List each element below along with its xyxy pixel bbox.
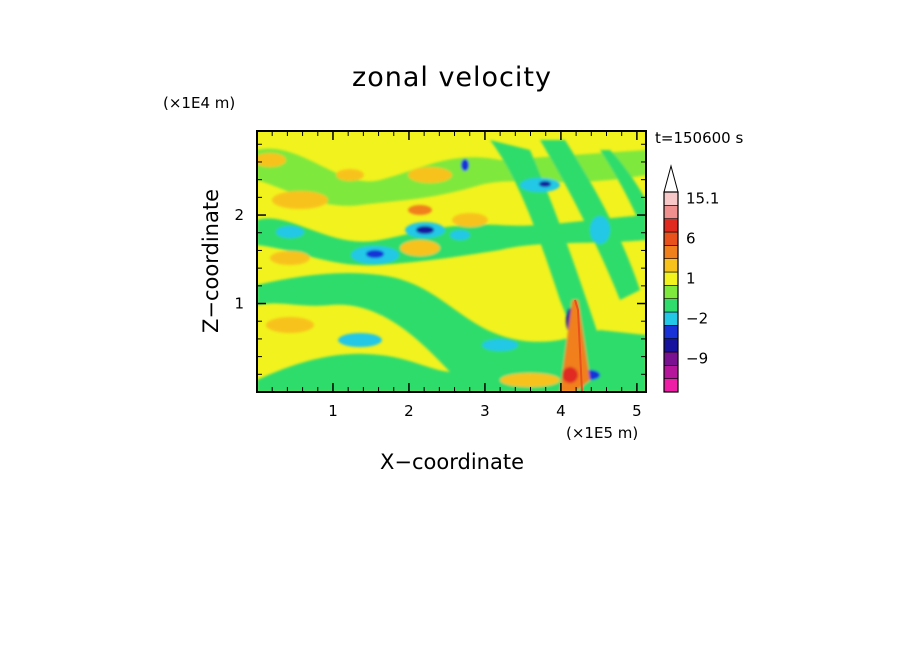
orange-patch — [400, 240, 440, 256]
colorbar: 15.1 6 1 −2 −9 — [663, 164, 719, 393]
x-tick-label: 3 — [480, 402, 490, 420]
colorbar-swatch — [663, 311, 679, 326]
orange-patch — [257, 153, 286, 167]
colorbar-swatch — [663, 218, 679, 233]
red-patch — [562, 367, 578, 383]
green-band — [257, 273, 646, 392]
cyan-patch — [450, 230, 470, 240]
blue-core — [366, 250, 384, 258]
green-band — [490, 140, 600, 350]
x-axis-ticks: 1 2 3 4 5 — [271, 131, 642, 420]
colorbar-tick-label: −9 — [686, 350, 708, 368]
colorbar-tick-label: 6 — [686, 230, 696, 248]
blue-core — [539, 181, 551, 187]
x-axis-label: X−coordinate — [380, 450, 524, 474]
cyan-patch — [482, 339, 518, 351]
colorbar-swatch — [663, 231, 679, 246]
y-axis-label: Z−coordinate — [199, 189, 223, 333]
green-band — [540, 140, 640, 300]
y-tick-label: 1 — [234, 295, 244, 313]
x-tick-label: 4 — [556, 402, 566, 420]
colorbar-tick-label: −2 — [686, 310, 708, 328]
colorbar-frame — [663, 191, 679, 393]
colorbar-swatch — [663, 325, 679, 339]
orange-patch — [336, 169, 364, 181]
colorbar-swatch — [663, 258, 679, 273]
chart-title: zonal velocity — [352, 62, 552, 93]
colorbar-swatch — [663, 245, 679, 259]
plot-frame — [256, 130, 647, 393]
x-unit-label: (×1E5 m) — [566, 424, 638, 442]
green-band — [600, 150, 646, 240]
orange-patch — [272, 191, 328, 209]
colorbar-swatch — [663, 191, 679, 206]
y-axis-ticks: 12 — [234, 143, 646, 375]
jet-line — [574, 299, 583, 392]
blue-core — [416, 226, 434, 234]
colorbar-extend-arrow — [663, 164, 679, 193]
colorbar-swatch — [663, 338, 679, 353]
y-tick-label: 2 — [234, 206, 244, 224]
colorbar-tick-label: 15.1 — [686, 190, 719, 208]
colorbar-swatch — [663, 298, 679, 313]
colorbar-swatch — [663, 351, 679, 366]
time-label: t=150600 s — [655, 129, 743, 147]
green-band — [257, 148, 646, 206]
heatmap-field — [257, 131, 646, 392]
cyan-patch — [276, 226, 304, 238]
orange-patch — [452, 213, 488, 227]
orange-patch — [408, 205, 432, 215]
x-tick-label: 5 — [632, 402, 642, 420]
orange-patch — [266, 317, 314, 333]
colorbar-tick-label: 1 — [686, 270, 696, 288]
colorbar-swatch — [663, 205, 679, 219]
x-tick-label: 2 — [404, 402, 414, 420]
cyan-patch — [338, 333, 382, 347]
orange-patch — [408, 167, 452, 183]
colorbar-swatch — [663, 285, 679, 299]
colorbar-swatch — [663, 271, 679, 286]
colorbar-swatch — [663, 378, 679, 393]
orange-patch — [500, 373, 560, 387]
cyan-patch — [590, 216, 610, 244]
orange-patch — [270, 251, 310, 265]
x-tick-label: 1 — [328, 402, 338, 420]
colorbar-swatch — [663, 365, 679, 379]
y-unit-label: (×1E4 m) — [163, 94, 235, 112]
blue-core — [461, 159, 469, 171]
